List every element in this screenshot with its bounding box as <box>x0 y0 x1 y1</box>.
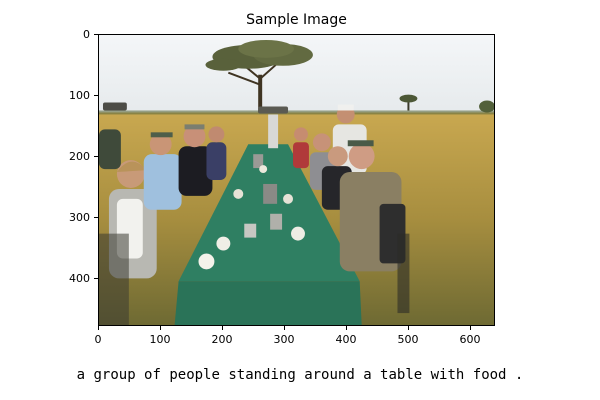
table-items <box>198 154 305 270</box>
image-axes <box>98 34 495 326</box>
y-tick-label: 400 <box>69 272 90 285</box>
x-tick-mark <box>346 326 347 330</box>
y-tick-mark <box>94 34 98 35</box>
x-tick-mark <box>160 326 161 330</box>
x-tick-mark <box>98 326 99 330</box>
x-tick-mark <box>222 326 223 330</box>
x-tick-label: 500 <box>397 333 419 346</box>
x-tick-label: 400 <box>335 333 357 346</box>
x-tick-label: 0 <box>94 333 102 346</box>
x-tick-label: 600 <box>459 333 481 346</box>
safari-dinner-photo <box>99 35 494 325</box>
plot-title: Sample Image <box>246 12 347 28</box>
y-tick-label: 0 <box>83 28 90 41</box>
x-tick-mark <box>408 326 409 330</box>
x-tick-label: 300 <box>273 333 295 346</box>
right-diners <box>268 104 406 272</box>
x-tick-label: 200 <box>211 333 233 346</box>
x-tick-mark <box>470 326 471 330</box>
y-tick-mark <box>94 156 98 157</box>
acacia-tree <box>205 39 313 113</box>
distant-tree <box>399 94 418 111</box>
image-caption: a group of people standing around a tabl… <box>76 367 524 383</box>
y-tick-label: 300 <box>69 211 90 224</box>
y-tick-mark <box>94 278 98 279</box>
left-diners <box>99 124 227 279</box>
y-tick-label: 200 <box>69 150 90 163</box>
x-tick-label: 100 <box>149 333 171 346</box>
y-tick-mark <box>94 217 98 218</box>
x-tick-mark <box>284 326 285 330</box>
y-tick-label: 100 <box>69 89 90 102</box>
y-tick-mark <box>94 95 98 96</box>
